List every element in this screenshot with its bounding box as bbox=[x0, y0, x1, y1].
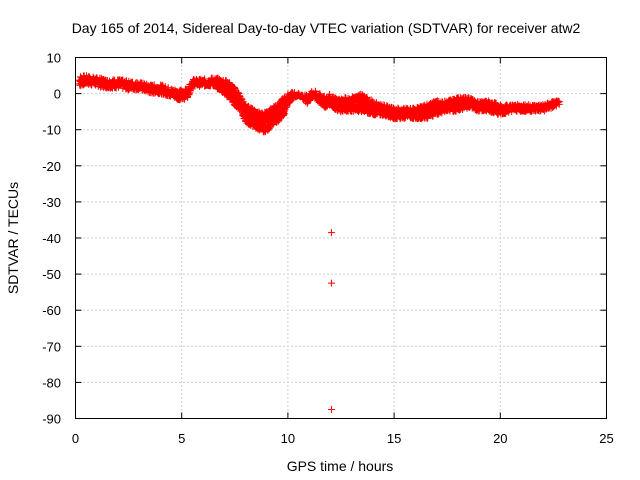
y-tick-label: 0 bbox=[54, 87, 61, 102]
y-tick-label: -30 bbox=[42, 195, 61, 210]
y-tick-labels: 10 0 -10 -20 -30 -40 -50 -60 -70 -80 -90 bbox=[42, 51, 61, 427]
data-point-outlier bbox=[327, 279, 335, 287]
y-tick-label: -90 bbox=[42, 412, 61, 427]
x-tick-label: 20 bbox=[493, 431, 507, 446]
x-tick-label: 5 bbox=[178, 431, 185, 446]
data-point bbox=[230, 84, 238, 92]
y-tick-label: -70 bbox=[42, 339, 61, 354]
data-point bbox=[317, 91, 325, 99]
data-series-atw2 bbox=[76, 72, 563, 413]
x-tick-label: 10 bbox=[281, 431, 295, 446]
x-tick-labels: 0 5 10 15 20 25 bbox=[72, 431, 614, 446]
y-axis-title: SDTVAR / TECUs bbox=[5, 182, 21, 294]
data-point bbox=[201, 75, 209, 83]
data-point bbox=[552, 102, 560, 110]
data-point-outlier bbox=[327, 229, 335, 237]
x-tick-label: 0 bbox=[72, 431, 79, 446]
y-tick-label: -20 bbox=[42, 159, 61, 174]
data-point-outlier bbox=[327, 405, 335, 413]
x-tick-label: 25 bbox=[599, 431, 613, 446]
y-tick-label: -80 bbox=[42, 375, 61, 390]
data-point bbox=[234, 89, 242, 97]
chart-title: Day 165 of 2014, Sidereal Day-to-day VTE… bbox=[72, 20, 581, 36]
x-tick-label: 15 bbox=[387, 431, 401, 446]
y-tick-label: -60 bbox=[42, 303, 61, 318]
plot-frame bbox=[75, 57, 607, 419]
data-point bbox=[238, 95, 246, 103]
y-tick-label: -10 bbox=[42, 123, 61, 138]
data-point bbox=[555, 100, 563, 108]
x-axis-title: GPS time / hours bbox=[287, 458, 394, 474]
y-tick-label: 10 bbox=[47, 51, 61, 66]
y-tick-label: -50 bbox=[42, 267, 61, 282]
data-point bbox=[322, 103, 330, 111]
data-point bbox=[279, 110, 287, 118]
y-tick-label: -40 bbox=[42, 231, 61, 246]
